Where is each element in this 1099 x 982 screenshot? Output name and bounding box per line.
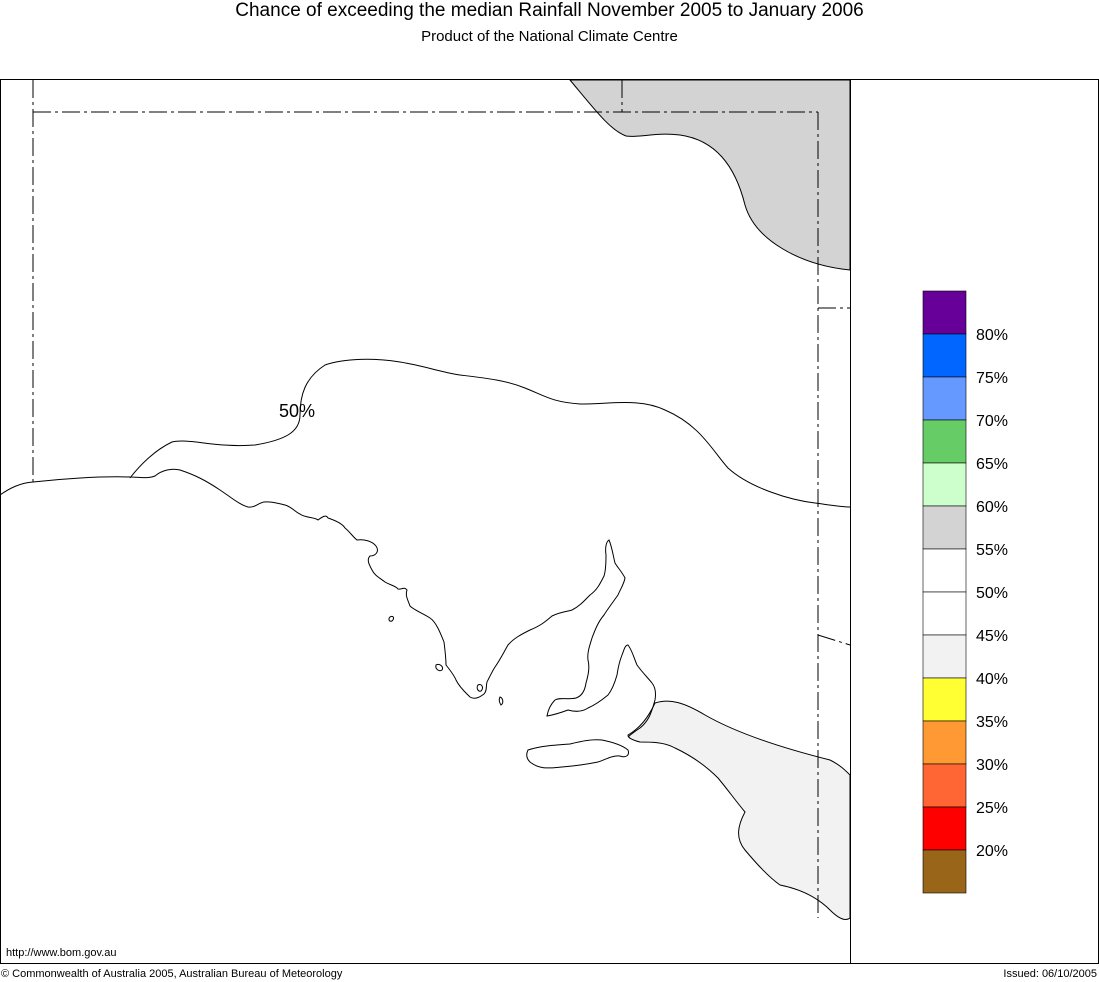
source-url: http://www.bom.gov.au — [6, 947, 117, 959]
legend-label: 45% — [976, 628, 1008, 645]
issued-date: Issued: 06/10/2005 — [1003, 968, 1097, 980]
legend-swatch — [922, 634, 967, 679]
island-small — [498, 696, 504, 706]
legend-label: 60% — [976, 499, 1008, 516]
legend-frame — [850, 79, 1099, 964]
state-borders — [32, 80, 851, 918]
legend-swatch — [922, 290, 967, 335]
kangaroo-island — [526, 739, 629, 769]
legend-swatch — [922, 505, 967, 550]
island-small — [388, 615, 394, 622]
legend-swatch — [922, 462, 967, 507]
copyright-text: © Commonwealth of Australia 2005, Austra… — [1, 968, 343, 980]
shade-region-above-median — [568, 79, 851, 271]
legend-swatch — [922, 548, 967, 593]
contour-label-50: 50% — [279, 401, 315, 421]
legend-swatch — [922, 849, 967, 894]
legend-label: 25% — [976, 800, 1008, 817]
legend-swatch — [922, 419, 967, 464]
map-subtitle: Product of the National Climate Centre — [421, 28, 678, 45]
map-frame — [0, 79, 851, 964]
legend-label: 40% — [976, 671, 1008, 688]
coastline — [0, 468, 657, 738]
map-title: Chance of exceeding the median Rainfall … — [235, 0, 864, 21]
legend-label: 50% — [976, 585, 1008, 602]
legend-label: 75% — [976, 370, 1008, 387]
legend-label: 55% — [976, 542, 1008, 559]
legend-labels: 80% 75% 70% 65% 60% 55% 50% 45% 40% 35% 30% 25% 20% — [976, 327, 1008, 860]
legend-colorbar — [922, 290, 967, 894]
island-small — [435, 664, 443, 672]
contour-line-50 — [129, 358, 851, 508]
legend-label: 30% — [976, 757, 1008, 774]
legend-swatch — [922, 376, 967, 421]
legend-swatch — [922, 806, 967, 851]
legend-label: 35% — [976, 714, 1008, 731]
island-small — [476, 684, 483, 692]
legend-swatch — [922, 763, 967, 808]
legend-label: 20% — [976, 843, 1008, 860]
shade-region-below-median — [627, 700, 851, 921]
legend-label: 80% — [976, 327, 1008, 344]
legend-label: 70% — [976, 413, 1008, 430]
legend-swatch — [922, 333, 967, 378]
legend-swatch — [922, 677, 967, 722]
legend-swatch — [922, 591, 967, 636]
legend-swatch — [922, 720, 967, 765]
legend-label: 65% — [976, 456, 1008, 473]
